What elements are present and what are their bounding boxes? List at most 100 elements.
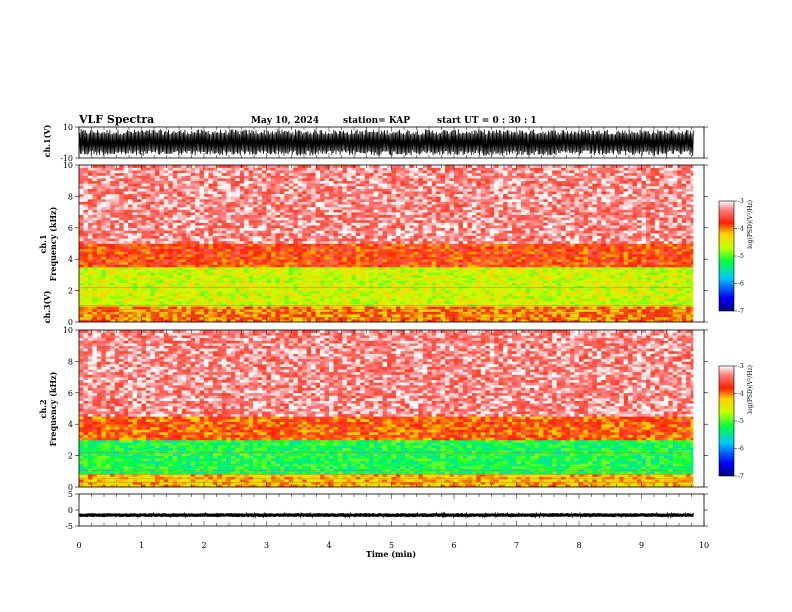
spectrogram-cell bbox=[404, 230, 410, 234]
spectrogram-cell bbox=[235, 235, 241, 239]
spectrogram-cell bbox=[329, 253, 334, 257]
spectrogram-cell bbox=[427, 267, 432, 270]
spectrogram-cell bbox=[293, 287, 299, 291]
spectrogram-cell bbox=[668, 290, 674, 294]
spectrogram-cell bbox=[668, 295, 674, 299]
spectrogram-cell bbox=[431, 301, 437, 304]
spectrogram-cell bbox=[552, 243, 557, 247]
spectrogram-cell bbox=[445, 290, 450, 294]
spectrogram-cell bbox=[204, 274, 209, 278]
spectrogram-cell bbox=[677, 267, 682, 270]
spectrogram-cell bbox=[204, 298, 209, 302]
spectrogram-cell bbox=[596, 295, 602, 299]
spectrogram-cell bbox=[137, 251, 142, 255]
spectrogram-cell bbox=[311, 280, 316, 284]
spectrogram-cell bbox=[302, 306, 307, 310]
spectrogram-cell bbox=[248, 243, 254, 247]
spectrogram-cell bbox=[83, 277, 89, 281]
spectrogram-cell bbox=[587, 246, 593, 250]
spectrogram-cell bbox=[159, 282, 165, 286]
spectrogram-cell bbox=[96, 240, 102, 244]
spectrogram-cell bbox=[445, 287, 450, 291]
spectrogram-cell bbox=[507, 259, 513, 263]
spectrogram-cell bbox=[556, 261, 562, 265]
spectrogram-cell bbox=[494, 267, 499, 270]
spectrogram-cell bbox=[614, 233, 620, 236]
spectrogram-cell bbox=[476, 259, 482, 263]
spectrogram-cell bbox=[476, 246, 482, 250]
spectrogram-cell bbox=[427, 293, 432, 297]
spectrogram-cell bbox=[507, 306, 513, 310]
spectrogram-cell bbox=[79, 298, 84, 302]
spectrogram-cell bbox=[221, 295, 227, 299]
spectrogram-cell bbox=[333, 311, 339, 315]
spectrogram-cell bbox=[498, 282, 504, 286]
spectrogram-cell bbox=[150, 272, 156, 276]
spectrogram-cell bbox=[556, 301, 562, 304]
spectrogram-cell bbox=[132, 259, 138, 263]
spectrogram-cell bbox=[306, 285, 312, 289]
spectrogram-cell bbox=[212, 253, 218, 257]
spectrogram-cell bbox=[489, 301, 495, 304]
spectrogram-cell bbox=[199, 267, 205, 270]
spectrogram-cell bbox=[418, 319, 424, 323]
spectrogram-cell bbox=[172, 253, 178, 257]
spectrogram-cell bbox=[226, 314, 232, 318]
spectrogram-cell bbox=[632, 282, 638, 286]
spectrogram-cell bbox=[373, 264, 379, 268]
spectrogram-cell bbox=[632, 277, 638, 281]
spectrogram-cell bbox=[663, 243, 669, 247]
spectrogram-cell bbox=[637, 274, 642, 278]
spectrogram-cell bbox=[520, 319, 526, 323]
spectrogram-cell bbox=[592, 295, 598, 299]
spectrogram-cell bbox=[454, 316, 459, 320]
spectrogram-cell bbox=[422, 290, 428, 294]
spectrogram-cell bbox=[654, 280, 660, 284]
spectrogram-cell bbox=[195, 285, 200, 289]
spectrogram-cell bbox=[632, 272, 638, 276]
spectrogram-cell bbox=[520, 274, 526, 278]
spectrogram-cell bbox=[512, 306, 517, 310]
spectrogram-cell bbox=[217, 269, 223, 273]
spectrogram-cell bbox=[177, 248, 182, 252]
spectrogram-cell bbox=[391, 311, 397, 315]
spectrogram-cell bbox=[494, 243, 499, 247]
spectrogram-cell bbox=[279, 248, 285, 252]
spectrogram-cell bbox=[364, 306, 370, 310]
spectrogram-cell bbox=[565, 303, 571, 307]
spectrogram-cell bbox=[431, 243, 437, 247]
spectrogram-cell bbox=[293, 308, 299, 312]
spectrogram-cell bbox=[547, 272, 553, 276]
spectrogram-cell bbox=[690, 303, 696, 307]
spectrogram-cell bbox=[476, 277, 482, 281]
spectrogram-cell bbox=[293, 261, 299, 265]
spectrogram-cell bbox=[346, 256, 352, 260]
spectrogram-cell bbox=[610, 311, 616, 315]
spectrogram-cell bbox=[96, 290, 102, 294]
spectrogram-cell bbox=[623, 259, 629, 263]
spectrogram-cell bbox=[592, 290, 598, 294]
spectrogram-cell bbox=[605, 282, 611, 286]
spectrogram-cell bbox=[672, 251, 678, 255]
spectrogram-cell bbox=[221, 293, 227, 297]
spectrogram-cell bbox=[177, 251, 182, 255]
spectrogram-cell bbox=[221, 290, 227, 294]
spectrogram-cell bbox=[342, 298, 348, 302]
spectrogram-cell bbox=[534, 261, 540, 265]
spectrogram-cell bbox=[645, 308, 651, 312]
spectrogram-cell bbox=[529, 301, 535, 304]
spectrogram-cell bbox=[226, 259, 232, 263]
spectrogram-cell bbox=[659, 240, 665, 244]
spectrogram-cell bbox=[387, 282, 392, 286]
spectrogram-cell bbox=[163, 314, 169, 318]
spectrogram-cell bbox=[186, 311, 191, 315]
spectrogram-cell bbox=[409, 248, 415, 252]
spectrogram-cell bbox=[462, 303, 468, 307]
spectrogram-cell bbox=[128, 269, 133, 273]
spectrogram-cell bbox=[123, 316, 129, 320]
spectrogram-cell bbox=[369, 314, 374, 318]
spectrogram-cell bbox=[547, 274, 553, 278]
spectrogram-cell bbox=[132, 319, 138, 323]
spectrogram-cell bbox=[154, 267, 160, 270]
